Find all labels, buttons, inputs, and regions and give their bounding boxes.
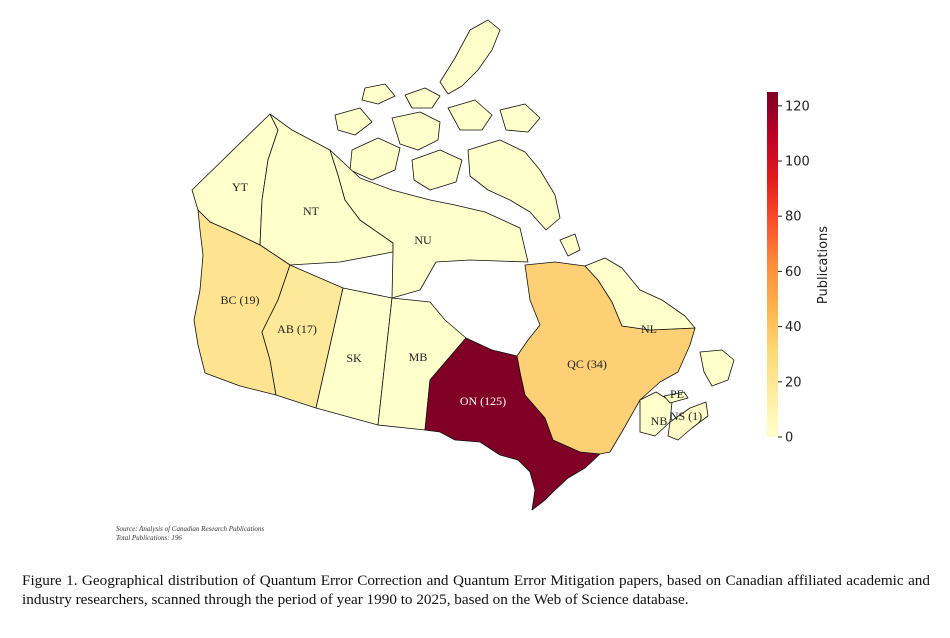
label-pe: PE [670, 387, 684, 401]
colorbar-title: Publications [816, 226, 831, 304]
label-ns: NS (1) [670, 409, 702, 423]
colorbar-tick-label: 60 [785, 265, 802, 280]
source-line: Source: Analysis of Canadian Research Pu… [116, 525, 265, 533]
label-nu: NU [414, 233, 432, 247]
colorbar: 0 20 40 60 80 100 120 Publications [767, 92, 831, 446]
label-bc: BC (19) [221, 293, 260, 307]
figure-caption: Figure 1. Geographical distribution of Q… [22, 572, 930, 608]
province-labels: YT NT NU BC (19) AB (17) SK MB ON (125) … [221, 180, 703, 428]
province-ns [667, 401, 709, 441]
label-nt: NT [303, 204, 320, 218]
canada-map: YT NT NU BC (19) AB (17) SK MB ON (125) … [191, 19, 831, 511]
colorbar-tick-label: 80 [785, 210, 802, 225]
colorbar-tick-label: 20 [785, 375, 802, 390]
province-nu [329, 149, 529, 299]
label-ab: AB (17) [277, 322, 317, 336]
province-nl [584, 257, 696, 331]
newfoundland-island [699, 349, 735, 387]
source-note: Source: Analysis of Canadian Research Pu… [116, 525, 264, 543]
colorbar-tick-label: 120 [785, 99, 810, 114]
label-nl: NL [641, 322, 657, 336]
colorbar-tick-label: 40 [785, 320, 802, 335]
total-publications-line: Total Publications: 196 [116, 534, 182, 542]
colorbar-tick-label: 100 [785, 155, 810, 170]
label-sk: SK [346, 351, 362, 365]
colorbar-gradient [767, 92, 778, 437]
province-pe [663, 391, 689, 404]
label-on: ON (125) [460, 394, 506, 408]
label-yt: YT [232, 180, 249, 194]
label-mb: MB [409, 350, 428, 364]
label-nb: NB [651, 414, 668, 428]
label-qc: QC (34) [567, 357, 607, 371]
colorbar-tick-label: 0 [785, 431, 793, 446]
colorbar-ticks: 0 20 40 60 80 100 120 [778, 99, 810, 446]
